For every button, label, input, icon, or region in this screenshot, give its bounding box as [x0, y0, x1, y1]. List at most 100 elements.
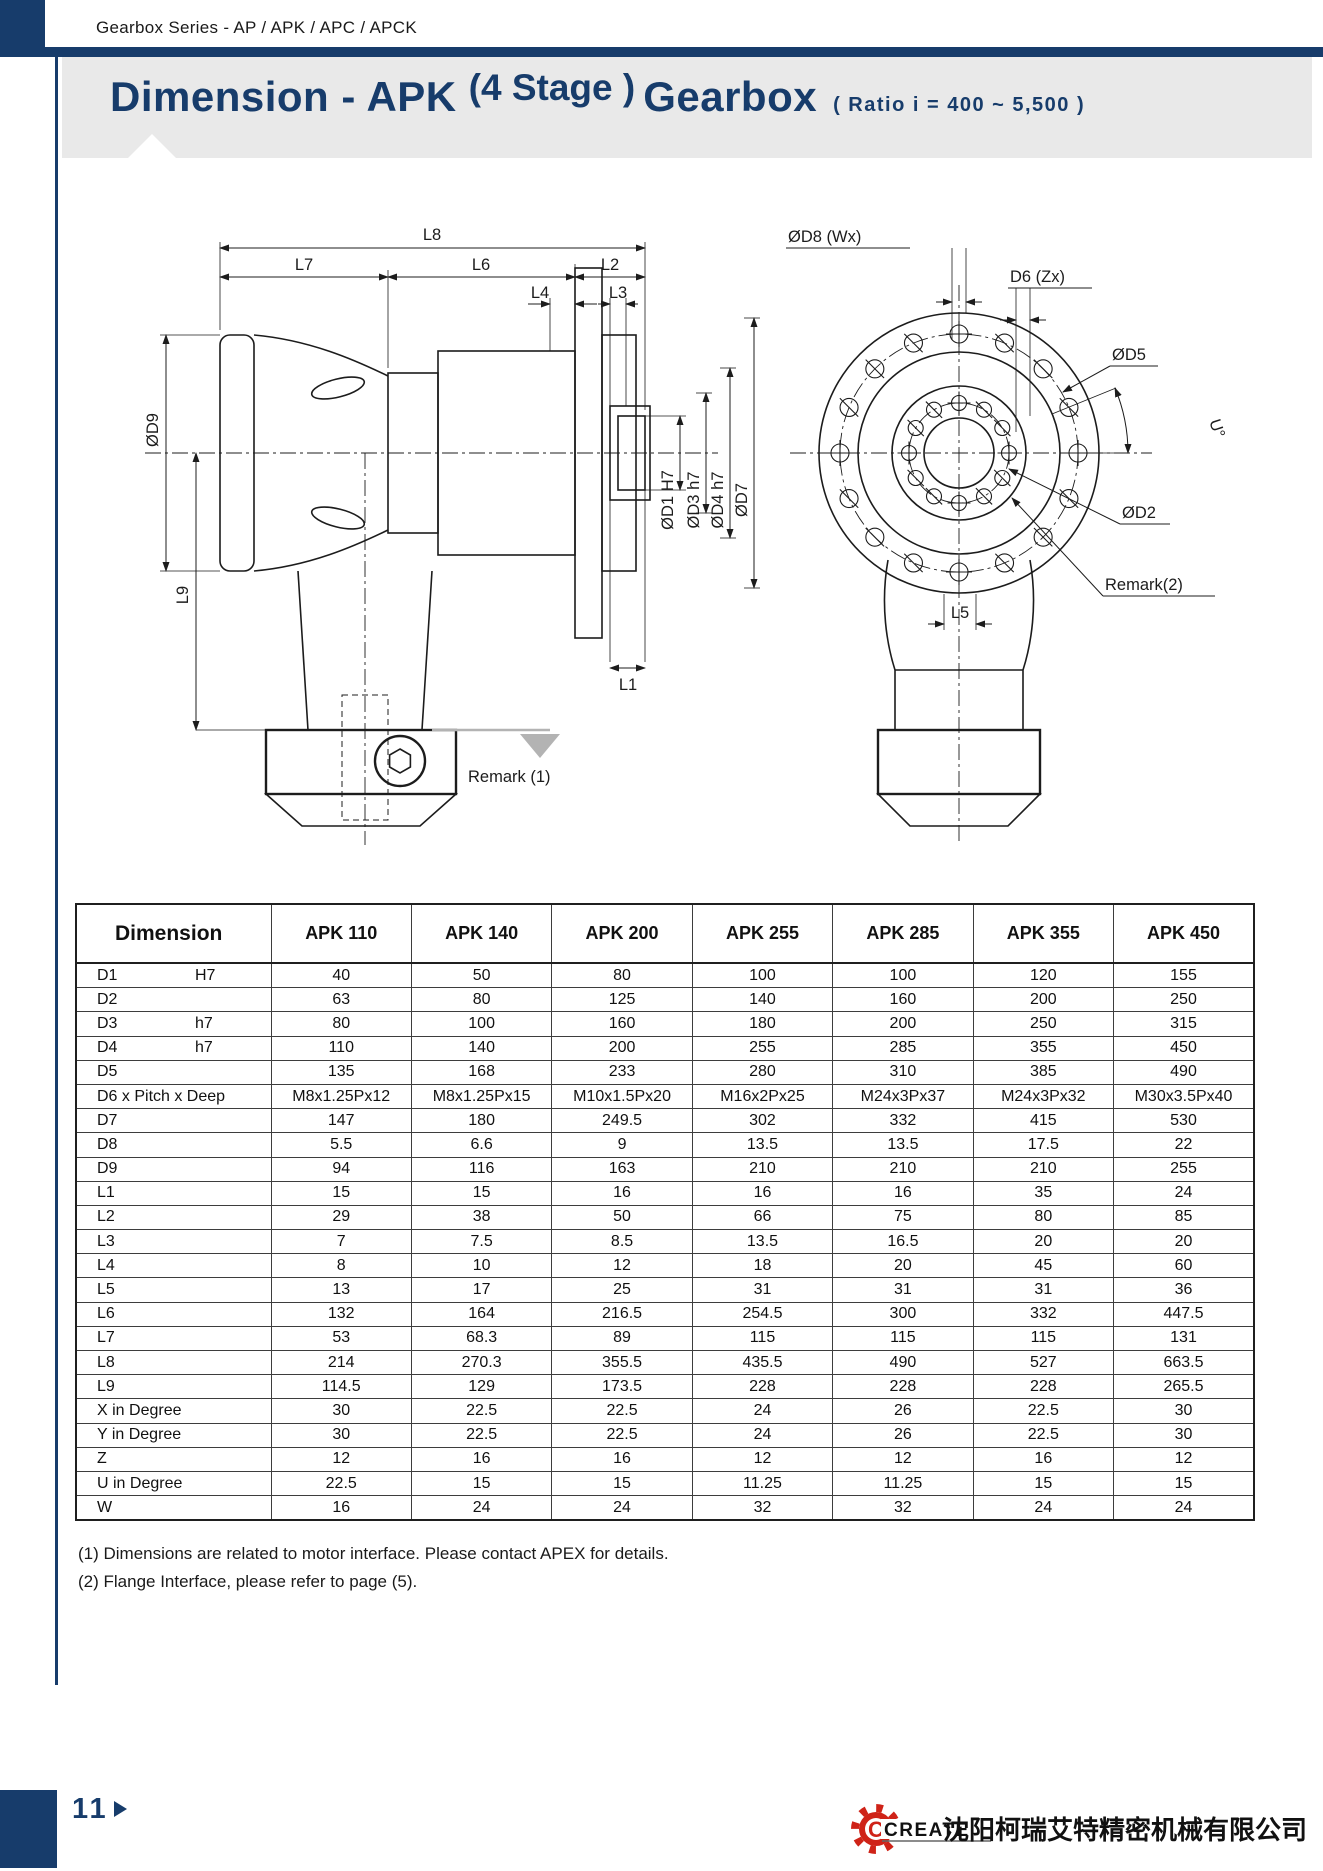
dimension-name: D4: [97, 1039, 118, 1057]
dimension-value-cell: 216.5: [551, 1301, 693, 1327]
dimension-table-body: D1 H7 40 50 80 100 100 120 155 D2 63 80 125 140 160 200…: [75, 962, 1255, 1521]
dimension-value-cell: 415: [972, 1108, 1115, 1134]
dimension-value-cell: 180: [410, 1108, 553, 1134]
dimension-value-cell: 8: [270, 1253, 412, 1279]
table-row: U in Degree 22.5 15 15 11.25 11.25 15 15: [75, 1470, 1255, 1497]
dimension-value-cell: 355.5: [551, 1349, 693, 1376]
footnote-2: (2) Flange Interface, please refer to pa…: [78, 1572, 418, 1591]
dimension-value-cell: 22.5: [972, 1398, 1115, 1424]
dimension-value-cell: 22: [1113, 1132, 1255, 1158]
column-header-dimension: Dimension: [75, 903, 272, 964]
dimension-value-cell: 302: [691, 1108, 834, 1134]
dim-label-d1: ØD1 H7: [659, 470, 677, 530]
dimension-value-cell: 450: [1113, 1035, 1255, 1061]
dimension-name: X in Degree: [97, 1401, 182, 1419]
footer-accent-block: [0, 1790, 57, 1868]
dimension-value-cell: 85: [1113, 1204, 1255, 1231]
dimension-value-cell: 125: [551, 987, 693, 1013]
title-prefix: Dimension - APK: [110, 73, 457, 120]
dimension-value-cell: 385: [972, 1059, 1115, 1085]
dimension-label-cell: D8: [75, 1132, 272, 1158]
dimension-value-cell: 210: [832, 1156, 974, 1182]
dimension-value-cell: 20: [832, 1253, 974, 1279]
title-banner: Dimension - APK (4 Stage ) Gearbox ( Rat…: [62, 57, 1312, 158]
dimension-value-cell: 490: [832, 1349, 974, 1376]
dimension-value-cell: 30: [1113, 1422, 1255, 1448]
dim-label-d7: ØD7: [733, 483, 751, 517]
table-row: W 16 24 24 32 32 24 24: [75, 1495, 1255, 1521]
dimension-value-cell: M24x3Px32: [972, 1083, 1115, 1110]
dimension-value-cell: 22.5: [410, 1422, 553, 1448]
bell-bottom-edge: [253, 529, 389, 572]
gearbox-side-view-drawing: L8 L7 L6 L2 L4 L3 ØD9 L9 ØD1 H7 ØD3 h7 Ø…: [144, 226, 760, 845]
table-row: L5 13 17 25 31 31 31 36: [75, 1277, 1255, 1303]
series-breadcrumb: Gearbox Series - AP / APK / APC / APCK: [96, 18, 418, 37]
dimension-value-cell: 140: [410, 1035, 553, 1061]
dimension-value-cell: 250: [972, 1011, 1115, 1037]
table-row: D1 H7 40 50 80 100 100 120 155: [75, 962, 1255, 989]
shaft-bushing-hatched: [609, 405, 651, 501]
dimension-value-cell: 8.5: [551, 1229, 693, 1255]
dimension-value-cell: 255: [691, 1035, 834, 1061]
footnotes: (1) Dimensions are related to motor inte…: [78, 1540, 669, 1596]
dimension-value-cell: 155: [1113, 962, 1255, 989]
hidden-slot: [341, 694, 389, 821]
dimension-value-cell: 315: [1113, 1011, 1255, 1037]
table-row: D6 x Pitch x Deep M8x1.25Px12 M8x1.25Px15 M…: [75, 1083, 1255, 1110]
dimension-value-cell: M30x3.5Px40: [1113, 1083, 1255, 1110]
title-suffix: Gearbox: [643, 73, 818, 120]
remark2-label: Remark(2): [1105, 576, 1183, 594]
title-ratio: ( Ratio i = 400 ~ 5,500 ): [833, 94, 1086, 116]
dimension-value-cell: 115: [832, 1325, 974, 1352]
dimension-value-cell: 15: [551, 1470, 693, 1497]
dimension-name: L8: [97, 1353, 115, 1371]
column-left-edge: [297, 570, 309, 731]
dimension-value-cell: 22.5: [551, 1422, 693, 1448]
dimension-value-cell: 285: [832, 1035, 974, 1061]
dimension-name: L1: [97, 1184, 115, 1202]
column-header-apk285: APK 285: [832, 903, 974, 964]
dimension-label-cell: L1: [75, 1180, 272, 1206]
dimension-name: Z: [97, 1450, 107, 1468]
body-right-edge: [1022, 559, 1035, 730]
dimension-label-cell: L7: [75, 1325, 272, 1352]
dimension-value-cell: 168: [410, 1059, 553, 1085]
dimension-name: W: [97, 1498, 113, 1516]
dimension-value-cell: 530: [1113, 1108, 1255, 1134]
table-row: X in Degree 30 22.5 22.5 24 26 22.5 30: [75, 1398, 1255, 1424]
dimension-value-cell: 100: [410, 1011, 553, 1037]
column-header-apk200: APK 200: [551, 903, 693, 964]
dimension-name: L3: [97, 1232, 115, 1250]
dimension-value-cell: 228: [972, 1374, 1115, 1400]
dimension-value-cell: 50: [551, 1204, 693, 1231]
dimension-value-cell: 11.25: [832, 1470, 974, 1497]
dim-label-d4: ØD4 h7: [709, 472, 727, 529]
dimension-value-cell: 80: [270, 1011, 412, 1037]
dimension-value-cell: 25: [551, 1277, 693, 1303]
dimension-value-cell: 7: [270, 1229, 412, 1255]
dimension-value-cell: 12: [832, 1446, 974, 1472]
table-row: L3 7 7.5 8.5 13.5 16.5 20 20: [75, 1229, 1255, 1255]
dimension-value-cell: M16x2Px25: [691, 1083, 834, 1110]
dimension-value-cell: 18: [691, 1253, 834, 1279]
dimension-value-cell: 16: [972, 1446, 1115, 1472]
dimension-label-cell: X in Degree: [75, 1398, 272, 1424]
table-header-row: Dimension APK 110 APK 140 APK 200 APK 25…: [75, 903, 1255, 964]
column-header-apk450: APK 450: [1113, 903, 1255, 964]
dimension-name: D2: [97, 990, 118, 1008]
dimension-value-cell: 200: [551, 1035, 693, 1061]
gearbox-front-view-drawing: ØD8 (Wx) D6 (Zx) ØD5 U° ØD2 Remark(2) L5: [786, 228, 1228, 845]
company-name: 沈阳柯瑞艾特精密机械有限公司: [943, 1815, 1308, 1845]
dimension-value-cell: 16: [551, 1180, 693, 1206]
dimension-value-cell: 30: [270, 1422, 412, 1448]
dimension-value-cell: 12: [691, 1446, 834, 1472]
dimension-value-cell: 447.5: [1113, 1301, 1255, 1327]
dimension-name: D9: [97, 1160, 118, 1178]
dimension-value-cell: 527: [972, 1349, 1115, 1376]
dimension-label-cell: Y in Degree: [75, 1422, 272, 1448]
dimension-value-cell: 355: [972, 1035, 1115, 1061]
dimension-value-cell: 30: [1113, 1398, 1255, 1424]
logo-c-glyph: C: [868, 1817, 884, 1842]
dimension-value-cell: 16: [832, 1180, 974, 1206]
dimension-value-cell: 6.6: [410, 1132, 553, 1158]
